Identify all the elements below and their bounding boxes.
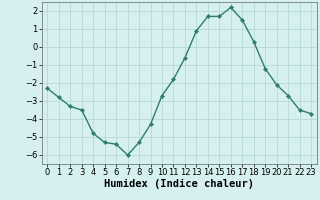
X-axis label: Humidex (Indice chaleur): Humidex (Indice chaleur): [104, 179, 254, 189]
